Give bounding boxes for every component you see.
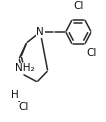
Text: Cl: Cl <box>18 102 29 112</box>
Text: H: H <box>11 90 19 100</box>
Text: Cl: Cl <box>73 1 84 11</box>
Text: Cl: Cl <box>86 48 96 58</box>
Text: NH₂: NH₂ <box>15 63 34 73</box>
Text: N: N <box>36 27 44 37</box>
